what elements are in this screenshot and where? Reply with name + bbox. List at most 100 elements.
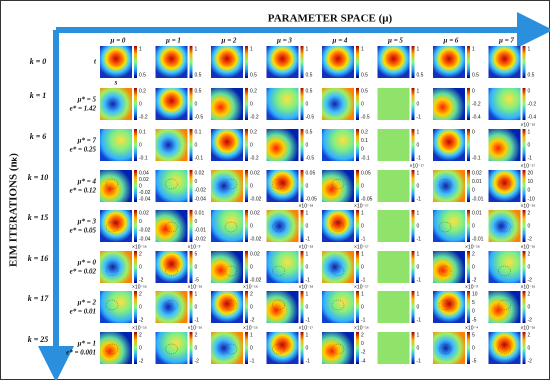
axis-s: s [114,79,118,87]
heatmap [433,170,465,202]
colorbar-label: -4 [361,358,366,364]
colorbar-label: 0 [417,264,420,270]
heatmap [266,332,299,364]
colorbar-label: 0 [139,345,142,351]
colorbar-label: 0.2 [250,129,257,135]
y-title: EIM ITERATIONS (nₖ) [8,153,20,267]
colorbar-label: 0 [195,219,198,225]
contour [224,221,238,233]
contour [438,265,452,277]
colorbar [134,46,137,78]
colorbar [356,88,359,120]
colorbar-label: -2 [139,277,144,283]
colorbar-label: 0.5 [195,88,202,94]
heatmap [100,251,132,283]
heatmap [266,170,299,202]
contour [165,221,178,233]
colorbar [522,332,526,364]
colorbar-label: 0.05 [361,170,371,176]
colorbar-scale: ×10⁻¹⁶ [521,284,536,290]
heatmap [322,170,354,202]
colorbar-label: -1 [306,358,311,364]
column-header: μ = 5 [387,37,403,45]
colorbar-label: 2 [361,332,364,338]
heatmap [155,291,188,323]
colorbar-label: -0.05 [361,196,373,202]
colorbar-label: 2 [472,251,475,257]
colorbar-label: 1 [250,332,253,338]
colorbar-label: 0 [195,179,198,185]
column-header: μ = 0 [110,37,126,45]
colorbar-label: 1 [306,46,309,52]
colorbar-label: 0 [472,264,475,270]
colorbar [300,251,304,283]
colorbar-label: 1 [417,251,420,257]
colorbar [522,251,526,283]
heatmap [100,332,132,364]
colorbar-label: -2 [361,350,366,356]
colorbar-label: 1 [417,291,420,297]
colorbar-scale: ×10⁻¹⁵ [132,325,147,331]
colorbar-label: 0 [195,264,198,270]
colorbar-label: 0 [417,183,420,189]
heatmap [211,170,243,202]
colorbar [356,46,359,78]
colorbar-scale: ×10⁻¹⁶ [465,244,480,250]
colorbar-label: -0.04 [139,236,151,242]
colorbar-label: 0.01 [472,179,482,185]
column-header: μ = 4 [332,37,348,45]
colorbar-label: 0 [195,345,198,351]
colorbar-label: 0 [306,304,309,310]
colorbar-scale: ×10⁻⁴ [465,325,478,331]
colorbar [467,46,470,78]
colorbar-label: 0 [139,264,142,270]
colorbar-scale: ×10⁻¹⁶ [188,284,203,290]
colorbar-label: 0 [472,309,475,315]
heatmap [322,210,354,242]
contour [331,299,345,311]
colorbar-label: 0 [306,264,309,270]
colorbar-label: 2 [139,251,142,257]
colorbar-scale: ×10⁻¹⁷ [299,325,314,331]
heatmap [377,332,410,364]
colorbar-label: -0.02 [139,190,151,196]
colorbar-label: 0.5 [528,72,535,78]
colorbar-label: 0 [306,345,309,351]
heatmap [322,46,354,78]
colorbar [411,332,415,364]
contour [438,178,452,190]
heatmap [266,251,299,283]
colorbar-label: 2 [195,332,198,338]
colorbar [411,88,415,120]
colorbar-label: -0.4 [528,114,537,120]
row-label: k = 6 [30,132,47,141]
colorbar-label: 0.04 [139,170,149,176]
colorbar-label: 2 [139,332,142,338]
column-header: μ = 7 [498,37,514,45]
heatmap [322,291,354,323]
contour [272,299,285,311]
colorbar-label: 2 [139,291,142,297]
colorbar-label: 0 [361,223,364,229]
colorbar-label: -0.5 [361,114,370,120]
contour [165,178,178,190]
colorbar [467,291,470,323]
colorbar [134,332,137,364]
row-label: k = 15 [28,213,49,222]
colorbar [467,129,470,161]
heatmap [488,88,521,120]
heatmap [100,170,132,202]
colorbar-label: 0 [472,88,475,94]
colorbar [356,170,359,202]
contour [438,343,452,355]
heatmap [433,88,465,120]
colorbar [189,88,193,120]
colorbar [134,291,137,323]
colorbar [467,251,470,283]
colorbar-label: 0.5 [361,88,368,94]
contour [105,299,119,311]
colorbar-label: -1 [306,317,311,323]
mu-star: μ* = 7 [77,137,97,145]
colorbar [189,332,193,364]
heatmap [211,291,243,323]
